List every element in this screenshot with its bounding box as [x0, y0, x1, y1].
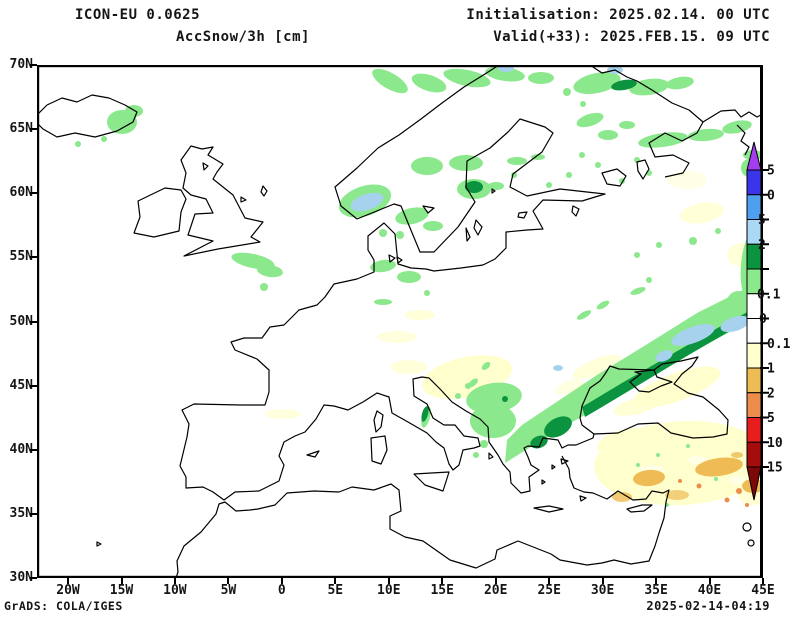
colorbar-tick-label: 1 [767, 362, 775, 377]
colorbar-tick-label: 5 [758, 213, 766, 228]
lon-tick-label: 15E [430, 583, 454, 598]
lat-tick-label: 30N [9, 570, 33, 585]
lat-tick-label: 65N [9, 121, 33, 137]
lon-tick-label: 10W [163, 583, 187, 598]
lon-tick [334, 578, 337, 584]
valid-label: Valid(+33): 2025.FEB.15. 09 UTC [493, 29, 770, 45]
lat-tick-label: 55N [9, 249, 33, 265]
colorbar-tick-label: 10 [767, 436, 783, 451]
lat-tick [30, 192, 37, 195]
lon-tick-label: 0 [277, 583, 286, 598]
lon-tick-label: 20E [483, 583, 508, 598]
lon-tick [708, 578, 711, 584]
lat-tick-label: 70N [9, 57, 33, 72]
lon-tick-label: 30E [590, 583, 615, 598]
lat-tick-label: 45N [9, 377, 33, 393]
lat-tick-label: 50N [9, 313, 33, 329]
initialisation-label: Initialisation: 2025.02.14. 00 UTC [466, 7, 770, 23]
colorbar-segment [746, 367, 762, 394]
colorbar-tick-label: 2 [767, 386, 775, 401]
lon-tick-label: 10E [377, 583, 401, 598]
colorbar-segment [746, 342, 762, 369]
lon-tick-label: 45E [751, 583, 775, 598]
lon-tick [548, 578, 551, 584]
lat-tick [30, 384, 37, 387]
lon-tick-label: 20W [56, 583, 80, 598]
colorbar-arrow-top [746, 141, 762, 171]
lon-tick-label: 35E [644, 583, 668, 598]
grads-credit: GrADS: COLA/IGES [4, 599, 123, 613]
creation-timestamp: 2025-02-14-04:19 [646, 599, 770, 613]
colorbar-tick-label: 0.1 [757, 287, 781, 302]
lon-tick [387, 578, 390, 584]
lon-tick [655, 578, 658, 584]
colorbar-segment [746, 392, 762, 418]
parameter-title: AccSnow/3h [cm] [176, 29, 310, 45]
lon-tick [494, 578, 497, 584]
lon-tick [120, 578, 123, 584]
lon-tick [173, 578, 176, 584]
colorbar-tick-label: 5 [767, 411, 775, 426]
colorbar-tick-label: 5 [767, 164, 775, 179]
colorbar-tick-label: 15 [767, 461, 783, 476]
colorbar-tick-label: 0 [767, 188, 775, 203]
colorbar-segment [746, 441, 762, 468]
lat-tick-label: 60N [9, 185, 33, 201]
coastlines [37, 65, 763, 578]
colorbar-tick-label: 2 [758, 238, 766, 253]
colorbar-tick-label: 0.1 [767, 337, 791, 352]
lon-tick [67, 578, 69, 584]
lat-tick [30, 64, 37, 66]
colorbar-segment [746, 417, 762, 443]
lat-tick-label: 40N [9, 441, 33, 457]
lon-tick [601, 578, 604, 584]
lon-tick-label: 5E [327, 583, 344, 598]
colorbar-segment [746, 169, 762, 196]
lon-tick-label: 5W [220, 583, 237, 598]
lat-tick [30, 320, 37, 323]
model-title: ICON-EU 0.0625 [75, 7, 201, 23]
dark-green-snow-cores [421, 79, 763, 449]
lon-tick-label: 15W [109, 583, 134, 598]
lon-tick [280, 578, 283, 584]
lon-tick-label: 25E [537, 583, 561, 598]
lon-tick-label: 40E [697, 583, 722, 598]
lat-tick [30, 577, 37, 579]
lat-tick [30, 256, 37, 259]
lat-tick-label: 35N [9, 505, 33, 521]
colorbar-tick-label: 0 [759, 312, 767, 327]
map-canvas [37, 65, 763, 578]
lat-tick [30, 512, 37, 515]
colorbar-arrow-bottom [746, 466, 762, 501]
lat-tick [30, 128, 37, 131]
lat-tick [30, 448, 37, 451]
pale-yellow-fields [265, 171, 763, 506]
lon-tick [227, 578, 230, 584]
lon-tick [441, 578, 444, 584]
lon-tick [762, 578, 764, 584]
